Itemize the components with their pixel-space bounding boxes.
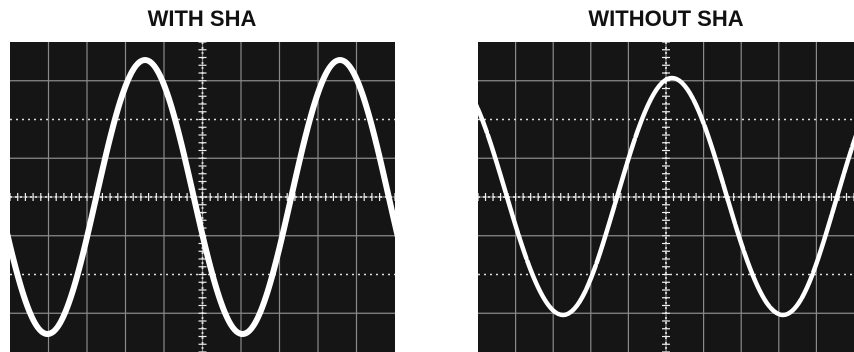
figure: WITH SHA WITHOUT SHA [0,0,854,352]
panel-title: WITHOUT SHA [588,6,743,31]
page: WITH SHA WITHOUT SHA (() => { const data… [0,0,854,352]
panel-title: WITH SHA [148,6,257,31]
